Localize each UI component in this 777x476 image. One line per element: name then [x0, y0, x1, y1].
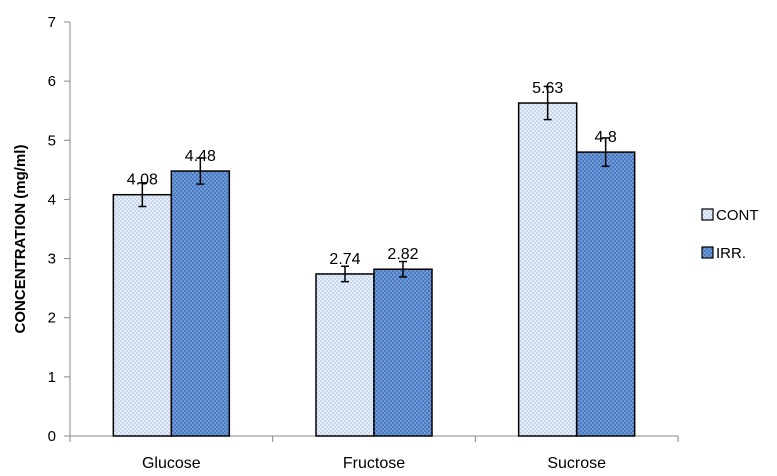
y-axis-title: CONCENTRATION (mg/ml)	[12, 145, 29, 334]
bar-cont	[315, 273, 375, 437]
y-tick-label: 4	[48, 191, 56, 208]
y-tick-label: 6	[48, 73, 56, 90]
error-bar	[196, 157, 205, 185]
legend-item-irr: IRR.	[701, 245, 746, 262]
x-tick-label: Sucrose	[547, 455, 606, 472]
error-bars	[138, 85, 610, 283]
y-tick-label: 2	[48, 310, 56, 327]
legend-label: IRR.	[716, 245, 746, 262]
data-label: 4.8	[595, 129, 617, 146]
data-label: 4.48	[185, 148, 216, 165]
y-tick-label: 1	[48, 369, 56, 386]
bar-irr	[373, 268, 433, 437]
bar-irr	[575, 151, 636, 437]
y-tick-label: 0	[48, 428, 56, 445]
y-tick-label: 7	[48, 14, 56, 31]
y-tick-label: 5	[48, 132, 56, 149]
x-axis: Glucose Fructose Sucrose	[69, 435, 679, 472]
error-bar	[138, 182, 147, 208]
bar-cont	[112, 193, 173, 437]
bar-irr	[170, 170, 231, 437]
x-tick-label: Glucose	[142, 455, 201, 472]
data-labels: 4.08 4.48 2.74 2.82 5.63 4.8	[127, 80, 617, 268]
legend-item-cont: CONT	[701, 207, 759, 224]
legend-swatch	[701, 208, 714, 221]
error-bar	[399, 260, 407, 278]
error-bar	[543, 85, 552, 121]
error-bar	[341, 265, 349, 283]
x-tick-label: Fructose	[343, 455, 405, 472]
bar-cont	[517, 102, 578, 437]
legend: CONT IRR.	[701, 207, 759, 262]
legend-label: CONT	[716, 207, 759, 224]
data-label: 4.08	[127, 172, 158, 189]
data-label: 2.74	[329, 251, 360, 268]
legend-swatch	[701, 246, 714, 259]
data-label: 5.63	[532, 80, 563, 97]
error-bar	[601, 137, 610, 168]
y-axis: 0 1 2 3 4 5 6 7	[48, 14, 71, 445]
y-tick-label: 3	[48, 251, 56, 268]
data-label: 2.82	[387, 246, 418, 263]
bars	[112, 102, 636, 437]
